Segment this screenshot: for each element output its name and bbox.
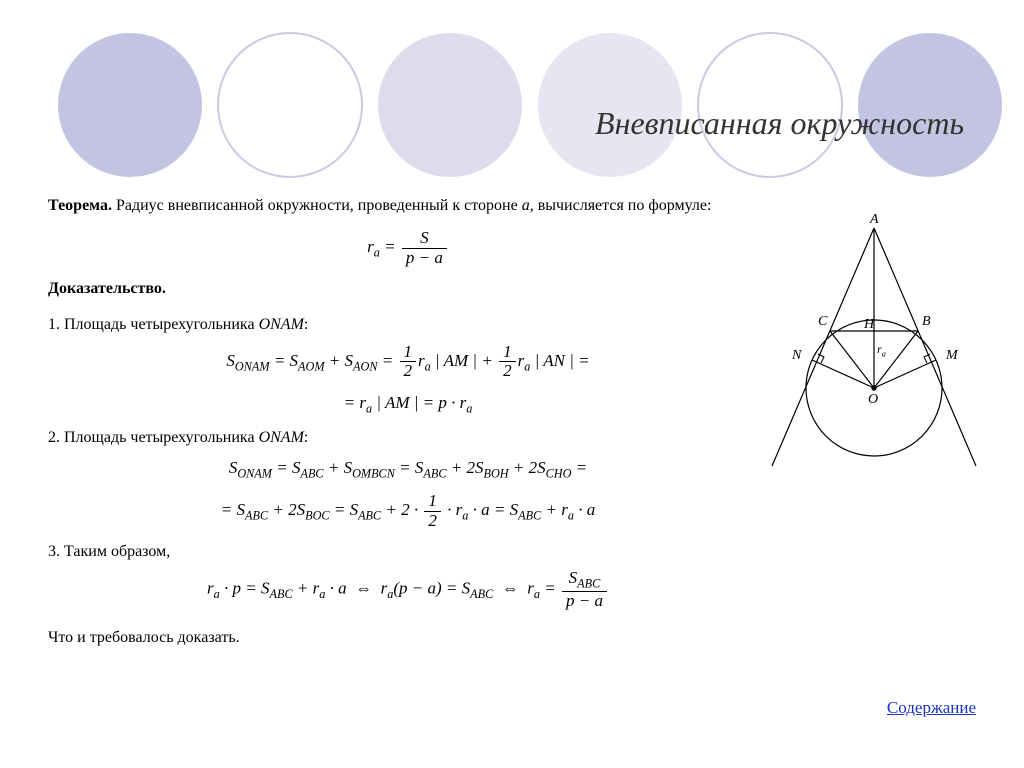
label-A: A <box>870 212 879 228</box>
page-title: Вневписанная окружность <box>595 105 964 142</box>
step-2: 2. Площадь четырехугольника ONAM: <box>48 427 768 449</box>
step-1: 1. Площадь четырехугольника ONAM: <box>48 314 768 336</box>
proof-label: Доказательство. <box>48 278 768 300</box>
step2-suffix: : <box>304 429 308 446</box>
step1-suffix: : <box>304 316 308 333</box>
step2-quad: ONAM <box>259 429 304 446</box>
theorem-side: a <box>522 197 530 214</box>
theorem-label: Теорема. <box>48 197 112 214</box>
label-ra: ra <box>877 342 886 358</box>
decorative-circles <box>0 20 1024 180</box>
label-H: H <box>864 317 874 333</box>
theorem-suffix: , вычисляется по формуле: <box>530 197 712 214</box>
step1-prefix: 1. Площадь четырехугольника <box>48 316 259 333</box>
formula-3: ra · p = SABC + ra · a ⇔ ra(p − a) = SAB… <box>48 569 768 611</box>
label-O: O <box>868 392 878 408</box>
step1-quad: ONAM <box>259 316 304 333</box>
label-M: M <box>946 348 958 364</box>
theorem-text: Радиус вневписанной окружности, проведен… <box>112 197 522 214</box>
step-3: 3. Таким образом, <box>48 541 768 563</box>
theorem-line: Теорема. Радиус вневписанной окружности,… <box>48 195 768 217</box>
content-area: Теорема. Радиус вневписанной окружности,… <box>48 195 768 649</box>
qed: Что и требовалось доказать. <box>48 627 768 649</box>
step2-prefix: 2. Площадь четырехугольника <box>48 429 259 446</box>
geometry-diagram: A C B H N M O ra <box>764 218 984 478</box>
formula-1a: SONAM = SAOM + SAON = 12ra | AM | + 12ra… <box>48 343 768 381</box>
label-B: B <box>922 314 931 330</box>
contents-link[interactable]: Содержание <box>887 698 976 718</box>
formula-2b: = SABC + 2SBOC = SABC + 2 · 12 · ra · a … <box>48 492 768 530</box>
label-N: N <box>792 348 801 364</box>
label-C: C <box>818 314 827 330</box>
main-formula: ra = Sp − a <box>48 229 768 267</box>
formula-2a: SONAM = SABC + SOMBCN = SABC + 2SBOH + 2… <box>48 456 768 483</box>
formula-1b: = ra | AM | = p · ra <box>48 391 768 418</box>
